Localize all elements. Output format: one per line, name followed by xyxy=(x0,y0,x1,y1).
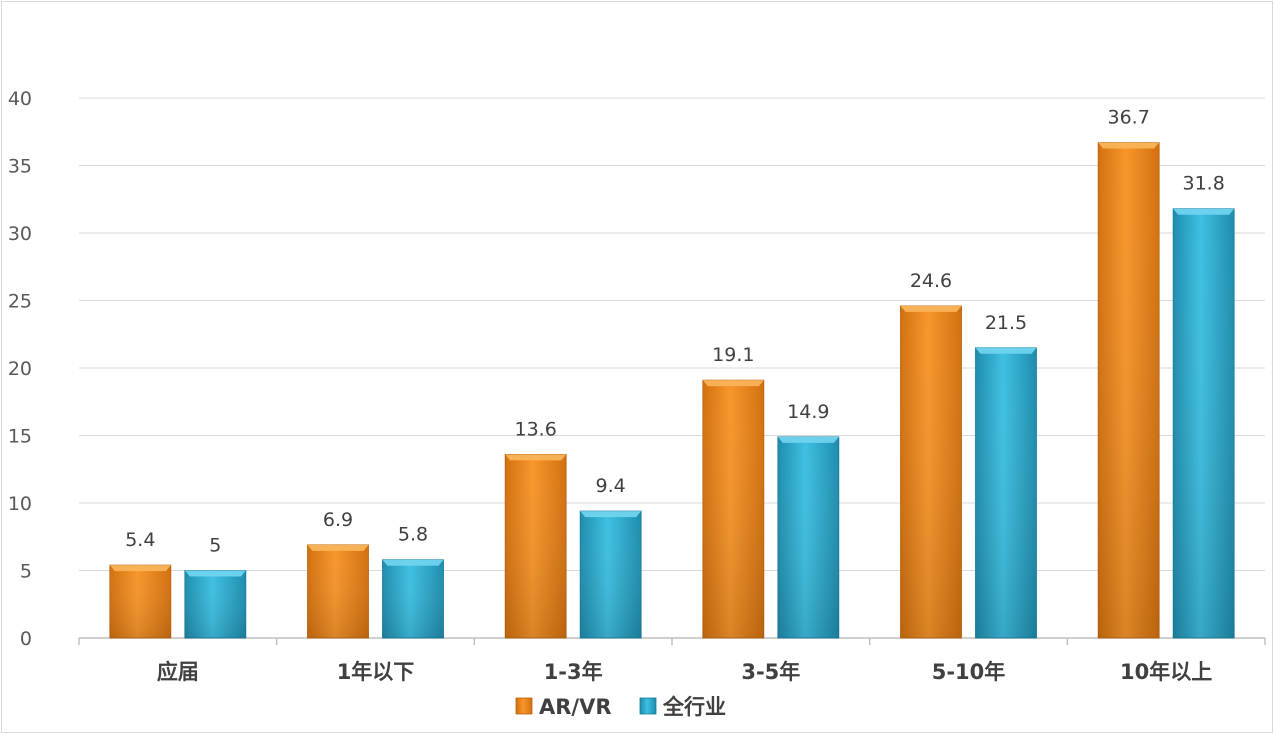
bar-ar-vr xyxy=(307,544,369,639)
bar-shade xyxy=(505,454,567,638)
legend: AR/VR 全行业 xyxy=(515,695,726,719)
bar-bevel xyxy=(975,347,1037,354)
x-tick-label: 10年以上 xyxy=(1120,660,1212,684)
legend-label: AR/VR xyxy=(539,695,612,719)
data-label: 9.4 xyxy=(596,475,626,497)
bar-all-industry xyxy=(184,570,247,639)
bar-all-industry xyxy=(579,510,642,639)
y-tick-label: 10 xyxy=(8,493,32,515)
data-label: 13.6 xyxy=(515,418,557,440)
data-label: 14.9 xyxy=(787,401,829,423)
y-tick-label: 15 xyxy=(8,426,32,448)
bar-shade xyxy=(900,305,962,638)
x-tick-label: 应届 xyxy=(157,660,199,684)
data-label: 5.8 xyxy=(398,524,428,546)
y-tick-label: 30 xyxy=(8,223,32,245)
legend-item: 全行业 xyxy=(639,695,726,719)
x-tick-label: 1年以下 xyxy=(337,660,415,684)
x-tick-label: 1-3年 xyxy=(544,660,603,684)
bar-shade xyxy=(777,436,839,638)
y-tick-label: 20 xyxy=(8,358,32,380)
bar-all-industry xyxy=(382,559,444,639)
bars xyxy=(109,142,1235,639)
data-label: 5.4 xyxy=(125,529,155,551)
bar-shade xyxy=(109,565,171,638)
bar-bevel xyxy=(580,511,642,518)
legend-label: 全行业 xyxy=(662,695,726,719)
bar-bevel xyxy=(702,380,764,387)
x-tick-label: 5-10年 xyxy=(932,660,1006,684)
bar-all-industry xyxy=(975,347,1037,639)
y-tick-label: 40 xyxy=(8,88,32,110)
bar-bevel xyxy=(1098,142,1160,149)
legend-swatch xyxy=(515,697,533,715)
legend-item: AR/VR xyxy=(515,695,612,719)
data-label: 36.7 xyxy=(1108,107,1150,129)
data-label: 24.6 xyxy=(910,270,952,292)
bar-bevel xyxy=(505,454,567,461)
bar-shade xyxy=(382,559,444,638)
bar-shade xyxy=(580,511,642,638)
bar-ar-vr xyxy=(109,564,172,639)
bar-bevel xyxy=(382,559,444,566)
bar-shade xyxy=(975,347,1037,638)
bar-bevel xyxy=(1173,208,1235,215)
bar-ar-vr xyxy=(702,379,765,639)
data-label: 6.9 xyxy=(323,509,353,531)
axes: 0 5 10 15 20 25 30 35 40 应届 1年以下 1-3年 3-5年 5-10年 10年以上 xyxy=(8,88,1266,684)
x-tick-label: 3-5年 xyxy=(741,660,800,684)
y-tick-label: 25 xyxy=(8,291,32,313)
bar-shade xyxy=(1173,208,1235,638)
bar-bevel xyxy=(184,570,246,577)
data-label: 21.5 xyxy=(985,312,1027,334)
bar-all-industry xyxy=(1172,208,1235,639)
bar-shade xyxy=(307,544,369,638)
data-label: 31.8 xyxy=(1183,173,1225,195)
bar-bevel xyxy=(900,305,962,312)
data-label: 19.1 xyxy=(712,344,754,366)
bar-ar-vr xyxy=(1097,142,1160,639)
y-tick-label: 35 xyxy=(8,156,32,178)
bar-bevel xyxy=(109,565,171,572)
bar-bevel xyxy=(307,544,369,551)
y-tick-label: 5 xyxy=(20,561,32,583)
bar-shade xyxy=(1098,142,1160,639)
y-tick-label: 0 xyxy=(20,628,32,650)
bar-shade xyxy=(184,570,246,638)
bar-bevel xyxy=(777,436,839,443)
bar-ar-vr xyxy=(900,305,962,639)
bar-shade xyxy=(702,380,764,638)
legend-swatch xyxy=(639,697,657,715)
bar-all-industry xyxy=(777,436,840,639)
bar-ar-vr xyxy=(504,453,567,639)
data-labels: 5.4 5 6.9 5.8 13.6 9.4 19.1 14.9 24.6 21.5 36.7 31.… xyxy=(125,107,1225,557)
gridlines xyxy=(79,97,1265,571)
data-label: 5 xyxy=(209,535,221,557)
